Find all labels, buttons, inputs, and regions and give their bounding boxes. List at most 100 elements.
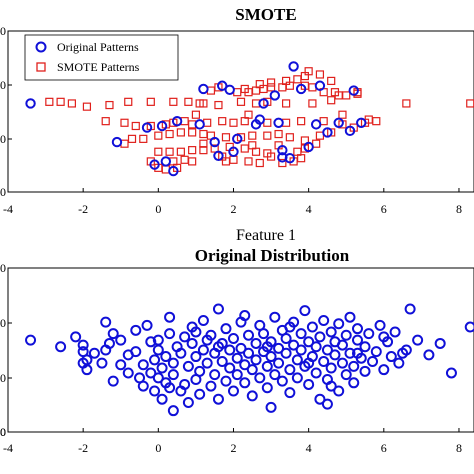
distribution-point <box>314 331 326 343</box>
distribution-point <box>149 354 161 366</box>
distribution-point <box>190 326 202 338</box>
distribution-point <box>329 349 341 361</box>
distribution-point <box>164 382 176 394</box>
smote-point <box>176 128 185 137</box>
distribution-point <box>310 341 322 353</box>
distribution-point <box>55 341 67 353</box>
distribution-point <box>243 347 255 359</box>
smote-point <box>274 129 283 139</box>
smote-point <box>120 118 129 127</box>
smote-point <box>240 84 249 94</box>
smote-point <box>188 157 197 166</box>
smote-point <box>297 154 306 163</box>
distribution-point <box>412 334 424 346</box>
smote-point <box>101 117 110 126</box>
distribution-point <box>378 331 390 343</box>
original-point <box>194 119 205 130</box>
distribution-point <box>186 337 198 349</box>
smote-point <box>402 99 411 108</box>
distribution-point <box>209 369 221 381</box>
distribution-point <box>303 336 315 348</box>
smote-point <box>248 141 257 150</box>
original-point <box>303 141 314 153</box>
distribution-point <box>295 344 307 356</box>
smote-point <box>188 128 197 137</box>
distribution-point <box>160 351 172 363</box>
distribution-point <box>310 367 322 379</box>
distribution-point <box>190 351 202 363</box>
distribution-point <box>77 339 89 351</box>
distribution-point <box>269 369 281 381</box>
x-tick-label: 6 <box>381 202 387 216</box>
distribution-point <box>265 401 277 413</box>
distribution-point <box>370 346 382 358</box>
legend-entry-original: Original Patterns <box>57 40 139 54</box>
x-tick-label: 6 <box>381 441 387 455</box>
legend: Original Patterns SMOTE Patterns <box>24 34 179 81</box>
smote-point <box>255 80 264 89</box>
original-point <box>344 125 356 137</box>
original-point <box>25 98 36 109</box>
smote-point <box>180 155 189 164</box>
original-point <box>168 165 179 177</box>
distribution-point <box>397 347 409 359</box>
smote-point <box>165 129 174 139</box>
distribution-point <box>333 385 345 397</box>
legend-circle-icon <box>35 41 47 53</box>
distribution-point <box>239 310 251 322</box>
distribution-point <box>152 334 164 346</box>
smote-point <box>229 155 238 164</box>
distribution-point <box>284 364 296 376</box>
distribution-point <box>321 398 333 410</box>
smote-point <box>131 121 140 131</box>
smote-point <box>218 117 227 126</box>
distribution-point <box>348 360 360 372</box>
smote-point <box>127 134 137 143</box>
distribution-point <box>258 328 270 340</box>
distribution-point <box>107 328 119 340</box>
original-point <box>333 117 344 128</box>
smote-point <box>263 131 272 140</box>
legend-box <box>24 34 179 81</box>
distribution-point <box>295 328 307 340</box>
x-tick-label: 8 <box>456 202 462 216</box>
original-point <box>111 136 123 148</box>
distribution-point <box>261 341 273 353</box>
original-point <box>295 83 307 95</box>
distribution-point <box>197 344 209 356</box>
smote-point <box>154 131 163 140</box>
distribution-point <box>231 352 243 364</box>
distribution-point <box>404 303 416 315</box>
smote-point <box>210 144 219 153</box>
distribution-point <box>374 319 386 331</box>
smote-point <box>315 70 325 79</box>
distribution-point <box>212 303 224 315</box>
smote-point <box>229 118 238 127</box>
distribution-point <box>134 372 146 384</box>
distribution-point <box>273 342 285 354</box>
original-point <box>149 159 160 170</box>
distribution-point <box>393 357 405 369</box>
distribution-point <box>25 334 37 346</box>
distribution-point <box>318 314 330 326</box>
distribution-point <box>220 375 232 387</box>
distribution-point <box>340 329 352 341</box>
legend-entry-smote: SMOTE Patterns <box>57 60 140 74</box>
original-point <box>273 117 284 128</box>
distribution-point <box>280 333 292 345</box>
smote-point <box>255 158 264 168</box>
distribution-point <box>246 390 258 402</box>
x-tick-label: 4 <box>306 441 312 455</box>
y-tick-label: 0 <box>0 425 6 439</box>
distribution-point <box>291 372 303 384</box>
distribution-point <box>303 357 315 369</box>
distribution-point <box>103 337 115 349</box>
smote-point <box>244 157 253 166</box>
distribution-point <box>340 369 352 381</box>
distribution-point <box>318 355 330 367</box>
plot-area-frame <box>7 267 474 433</box>
distribution-point <box>122 367 134 379</box>
distribution-point <box>352 323 363 335</box>
smote-point <box>244 110 253 119</box>
